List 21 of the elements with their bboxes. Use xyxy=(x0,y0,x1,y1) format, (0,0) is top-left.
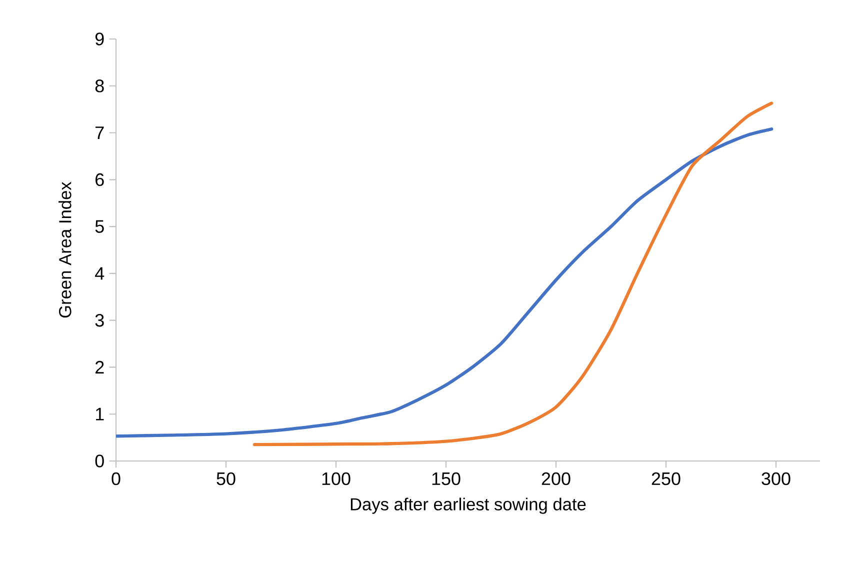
x-tick-label: 50 xyxy=(216,472,236,486)
y-tick-label: 8 xyxy=(95,80,104,92)
y-tick-label: 5 xyxy=(95,220,104,233)
x-tick-label: 250 xyxy=(652,472,680,486)
y-tick-label: 4 xyxy=(95,267,104,280)
x-tick-label: 300 xyxy=(762,472,790,486)
line-series xyxy=(116,127,774,438)
x-tick-label: 100 xyxy=(322,472,350,486)
y-tick-label: 2 xyxy=(96,360,104,374)
x-tick-label: 150 xyxy=(432,472,460,486)
y-tick-label: 3 xyxy=(95,314,104,327)
y-tick-label: 0 xyxy=(95,454,104,468)
y-tick-label: 6 xyxy=(96,173,104,186)
x-axis-title: Days after earliest sowing date xyxy=(350,498,586,514)
y-axis-title: Green Area Index xyxy=(58,182,72,318)
x-tick-label: 0 xyxy=(112,472,120,486)
line-series xyxy=(253,102,774,446)
x-tick-label: 200 xyxy=(542,472,570,486)
y-tick-label: 1 xyxy=(96,408,104,420)
y-tick-label: 9 xyxy=(95,32,104,46)
y-tick-label: 7 xyxy=(96,126,104,139)
